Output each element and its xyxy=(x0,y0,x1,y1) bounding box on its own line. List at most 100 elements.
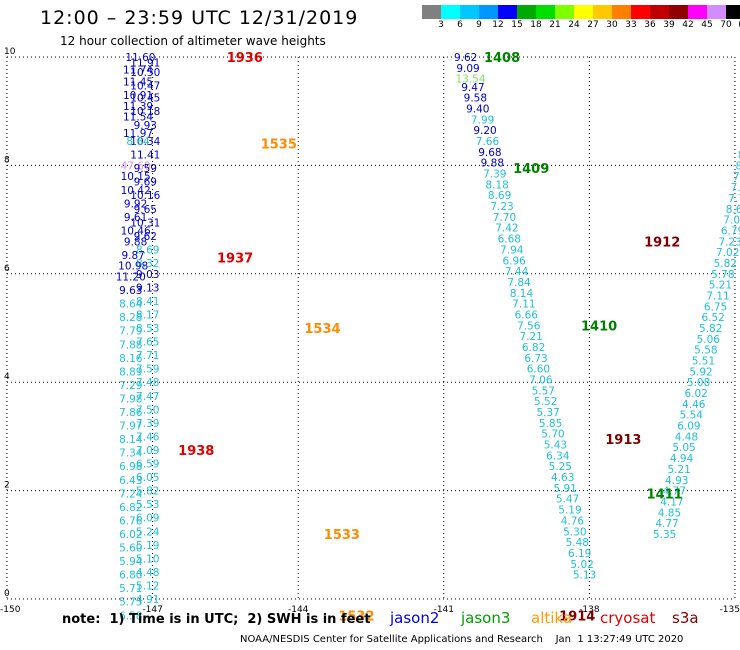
colorbar-swatch xyxy=(688,5,707,19)
swh-value-s3a: 6.79 xyxy=(721,225,740,237)
swh-value-cryosat: 9.61 xyxy=(124,212,147,224)
swh-value-jason3: 5.02 xyxy=(570,559,593,571)
swh-value-jason3: 5.43 xyxy=(544,440,567,452)
swh-value-cryosat: 10.45 xyxy=(130,93,160,105)
swh-value-cryosat: 11.54 xyxy=(123,112,153,124)
colorbar-swatch xyxy=(612,5,631,19)
swh-value-cryosat: 7.48 xyxy=(136,377,159,389)
swh-value-jason3: 13.54 xyxy=(455,74,485,86)
swh-value-cryosat: 8.53 xyxy=(136,323,159,335)
swh-value-jason3: 4.63 xyxy=(551,472,574,484)
swh-value-cryosat: 6.09 xyxy=(136,513,159,525)
swh-value-s3a: 5.82 xyxy=(714,258,737,270)
swh-value-s3a: 4.94 xyxy=(670,453,694,465)
swh-value-cryosat: 9.93 xyxy=(134,120,157,132)
swh-value-jason3: 6.60 xyxy=(527,364,550,376)
swh-value-jason3: 6.96 xyxy=(502,255,526,267)
swh-value-cryosat: 7.88 xyxy=(119,339,142,351)
swh-value-cryosat: 9.87 xyxy=(121,250,144,262)
swh-value-cryosat: 6.80 xyxy=(119,570,142,582)
swh-value-jason3: 6.19 xyxy=(568,548,591,560)
swh-value-cryosat: 7.39 xyxy=(136,418,159,430)
swh-value-jason3: 6.34 xyxy=(546,450,570,462)
swh-value-s3a: 5.21 xyxy=(667,464,690,476)
swh-value-jason3: 6.66 xyxy=(515,309,539,321)
colorbar-swatch xyxy=(726,5,740,19)
swh-value-cryosat: 10.34 xyxy=(130,136,160,148)
swh-value-jason3: 5.91 xyxy=(553,483,576,495)
colorbar-swatch xyxy=(498,5,517,19)
swh-value-jason3: 9.68 xyxy=(478,147,501,159)
y-tick-label: 0 xyxy=(4,589,10,599)
swh-value-jason3: 9.20 xyxy=(473,125,496,137)
colorbar-swatch xyxy=(422,5,441,19)
swh-value-cryosat: 4.48 xyxy=(136,567,159,579)
swh-value-cryosat: 10.47 xyxy=(130,81,160,93)
swh-value-cryosat: 8.64 xyxy=(126,136,150,148)
swh-value-jason3: 5.19 xyxy=(558,505,581,517)
swh-value-cryosat: 7.09 xyxy=(136,445,159,457)
legend-jason2: jason2 xyxy=(390,609,440,627)
colorbar-label: 27 xyxy=(587,20,599,30)
legend-altika: altika xyxy=(531,609,573,627)
swh-value-cryosat: 5.71 xyxy=(119,583,142,595)
legend-jason3: jason3 xyxy=(461,609,511,627)
swh-value-s3a: 6.02 xyxy=(684,388,707,400)
swh-value-cryosat: 7.24 xyxy=(119,488,143,500)
swh-value-cryosat: 7.98 xyxy=(119,393,142,405)
colorbar-swatch xyxy=(517,5,536,19)
colorbar-label: 6 xyxy=(457,20,463,30)
swh-value-cryosat: 7.29 xyxy=(119,380,142,392)
colorbar-label: 21 xyxy=(549,20,561,30)
swh-value-cryosat: 6.02 xyxy=(119,529,142,541)
swh-value-cryosat: 7.79 xyxy=(119,326,142,338)
swh-value-s3a: 8.15 xyxy=(735,160,740,172)
swh-value-s3a: 5.78 xyxy=(711,269,734,281)
pass-time-label: 1409 xyxy=(513,162,549,177)
swh-value-cryosat: 10.46 xyxy=(121,225,151,237)
pass-time-label: 1938 xyxy=(178,444,214,459)
swh-value-cryosat: 7.65 xyxy=(136,337,159,349)
x-tick-label: -138 xyxy=(579,605,600,615)
colorbar-label: 9 xyxy=(476,20,482,30)
swh-value-cryosat: 10.15 xyxy=(121,171,151,183)
colorbar-label: 33 xyxy=(625,20,637,30)
x-tick-label: -141 xyxy=(434,605,454,615)
swh-value-jason3: 8.14 xyxy=(510,288,534,300)
swh-value-s3a: 4.77 xyxy=(655,518,678,530)
y-tick-label: 2 xyxy=(4,481,10,491)
swh-value-jason3: 7.21 xyxy=(519,331,542,343)
swh-value-cryosat: 8.89 xyxy=(119,366,142,378)
swh-value-cryosat: 8.69 xyxy=(136,244,159,256)
swh-value-cryosat: 7.59 xyxy=(136,364,159,376)
colorbar-swatch xyxy=(707,5,726,19)
swh-value-cryosat: 5.75 xyxy=(119,597,142,609)
swh-value-cryosat: 4.91 xyxy=(136,594,159,606)
swh-value-s3a: 4.77 xyxy=(663,486,686,498)
swh-value-jason3: 5.37 xyxy=(536,407,559,419)
swh-value-s3a: 7.11 xyxy=(706,290,729,302)
colorbar-strip xyxy=(422,5,740,19)
swh-value-s3a: 5.35 xyxy=(653,529,676,541)
colorbar-swatch xyxy=(574,5,593,19)
colorbar-label: 15 xyxy=(511,20,523,30)
swh-value-s3a: 7.02 xyxy=(716,247,739,259)
swh-value-cryosat: 10.42 xyxy=(121,185,151,197)
swh-value-jason3: 7.11 xyxy=(512,299,535,311)
swh-value-cryosat: 10.98 xyxy=(118,261,148,273)
swh-value-cryosat: 11.20 xyxy=(116,272,146,284)
swh-value-cryosat: 9.63 xyxy=(119,285,142,297)
swh-value-cryosat: 10.18 xyxy=(130,106,160,118)
swh-value-cryosat: 9.03 xyxy=(136,269,159,281)
colorbar-swatch xyxy=(536,5,555,19)
swh-value-cryosat: 7.97 xyxy=(119,421,142,433)
swh-value-jason3: 7.44 xyxy=(505,266,529,278)
x-tick-label: -135 xyxy=(720,605,740,615)
colorbar-swatch xyxy=(669,5,688,19)
colorbar-swatch xyxy=(441,5,460,19)
swh-value-s3a: 4.48 xyxy=(675,431,698,443)
colorbar-label: 18 xyxy=(530,20,542,30)
swh-value-s3a: 5.82 xyxy=(699,323,722,335)
colorbar-swatch xyxy=(460,5,479,19)
swh-value-jason3: 7.94 xyxy=(500,244,524,256)
